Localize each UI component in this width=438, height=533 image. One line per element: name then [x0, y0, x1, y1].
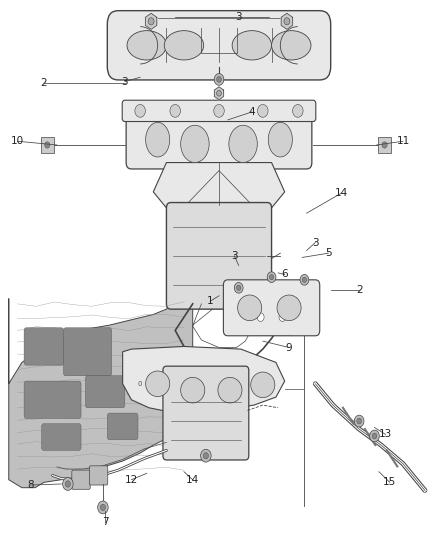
Circle shape	[293, 104, 303, 117]
Ellipse shape	[237, 295, 261, 321]
Circle shape	[63, 478, 73, 490]
Circle shape	[300, 274, 309, 285]
Text: 0: 0	[138, 381, 142, 387]
FancyBboxPatch shape	[107, 11, 331, 80]
Polygon shape	[281, 13, 293, 29]
Circle shape	[148, 18, 154, 25]
FancyBboxPatch shape	[163, 366, 249, 460]
Ellipse shape	[268, 123, 293, 157]
Ellipse shape	[251, 372, 275, 398]
Ellipse shape	[180, 377, 205, 403]
Circle shape	[284, 18, 290, 25]
Text: 10: 10	[11, 136, 24, 146]
Ellipse shape	[218, 377, 242, 403]
Text: 2: 2	[356, 286, 363, 295]
FancyBboxPatch shape	[64, 328, 112, 376]
Ellipse shape	[277, 295, 301, 321]
Circle shape	[45, 142, 50, 148]
FancyBboxPatch shape	[249, 299, 294, 335]
Circle shape	[201, 449, 211, 462]
Text: 13: 13	[379, 430, 392, 439]
Text: 15: 15	[383, 478, 396, 487]
Circle shape	[257, 313, 264, 321]
Text: 11: 11	[396, 136, 410, 146]
Text: 3: 3	[235, 12, 242, 22]
FancyBboxPatch shape	[41, 137, 54, 153]
Text: 3: 3	[231, 251, 238, 261]
FancyBboxPatch shape	[166, 203, 272, 309]
Polygon shape	[153, 163, 285, 208]
Text: 9: 9	[286, 343, 293, 352]
Text: 3: 3	[121, 77, 128, 86]
Text: 3: 3	[312, 238, 319, 247]
Text: 4: 4	[248, 107, 255, 117]
Circle shape	[357, 418, 361, 424]
Circle shape	[131, 372, 150, 395]
Polygon shape	[145, 13, 157, 29]
FancyBboxPatch shape	[72, 470, 90, 489]
Ellipse shape	[127, 30, 166, 60]
FancyBboxPatch shape	[223, 280, 320, 336]
Circle shape	[217, 91, 221, 96]
Text: 2: 2	[40, 78, 47, 87]
Text: 14: 14	[335, 188, 348, 198]
Circle shape	[214, 74, 224, 85]
Circle shape	[214, 104, 224, 117]
Text: 5: 5	[325, 248, 332, 258]
Polygon shape	[9, 298, 193, 488]
FancyBboxPatch shape	[107, 413, 138, 440]
Circle shape	[302, 277, 307, 282]
Circle shape	[203, 453, 208, 459]
Text: 7: 7	[102, 518, 109, 527]
Circle shape	[237, 285, 241, 290]
Circle shape	[170, 104, 180, 117]
Ellipse shape	[229, 125, 258, 163]
Circle shape	[370, 430, 379, 442]
Ellipse shape	[145, 371, 170, 397]
Text: 8: 8	[27, 480, 34, 490]
Circle shape	[234, 282, 243, 293]
Circle shape	[382, 142, 387, 148]
Circle shape	[100, 504, 106, 511]
FancyBboxPatch shape	[122, 100, 316, 122]
FancyBboxPatch shape	[85, 376, 125, 408]
Ellipse shape	[232, 30, 272, 60]
Polygon shape	[123, 346, 285, 413]
Circle shape	[216, 76, 221, 83]
Circle shape	[269, 274, 274, 280]
Circle shape	[279, 313, 286, 321]
Text: 14: 14	[186, 475, 199, 484]
FancyBboxPatch shape	[24, 328, 64, 365]
Polygon shape	[215, 87, 223, 100]
FancyBboxPatch shape	[42, 424, 81, 450]
Circle shape	[98, 501, 108, 514]
Ellipse shape	[145, 123, 170, 157]
Circle shape	[267, 272, 276, 282]
Ellipse shape	[180, 125, 209, 163]
Text: 6: 6	[281, 270, 288, 279]
Circle shape	[258, 104, 268, 117]
Circle shape	[354, 415, 364, 427]
Text: 1: 1	[207, 296, 214, 306]
Circle shape	[65, 481, 71, 487]
FancyBboxPatch shape	[24, 381, 81, 418]
Ellipse shape	[164, 30, 204, 60]
FancyBboxPatch shape	[126, 111, 312, 169]
FancyBboxPatch shape	[378, 137, 391, 153]
Circle shape	[372, 433, 377, 439]
FancyBboxPatch shape	[89, 466, 108, 485]
Ellipse shape	[272, 30, 311, 60]
Circle shape	[135, 104, 145, 117]
Text: 12: 12	[125, 475, 138, 484]
